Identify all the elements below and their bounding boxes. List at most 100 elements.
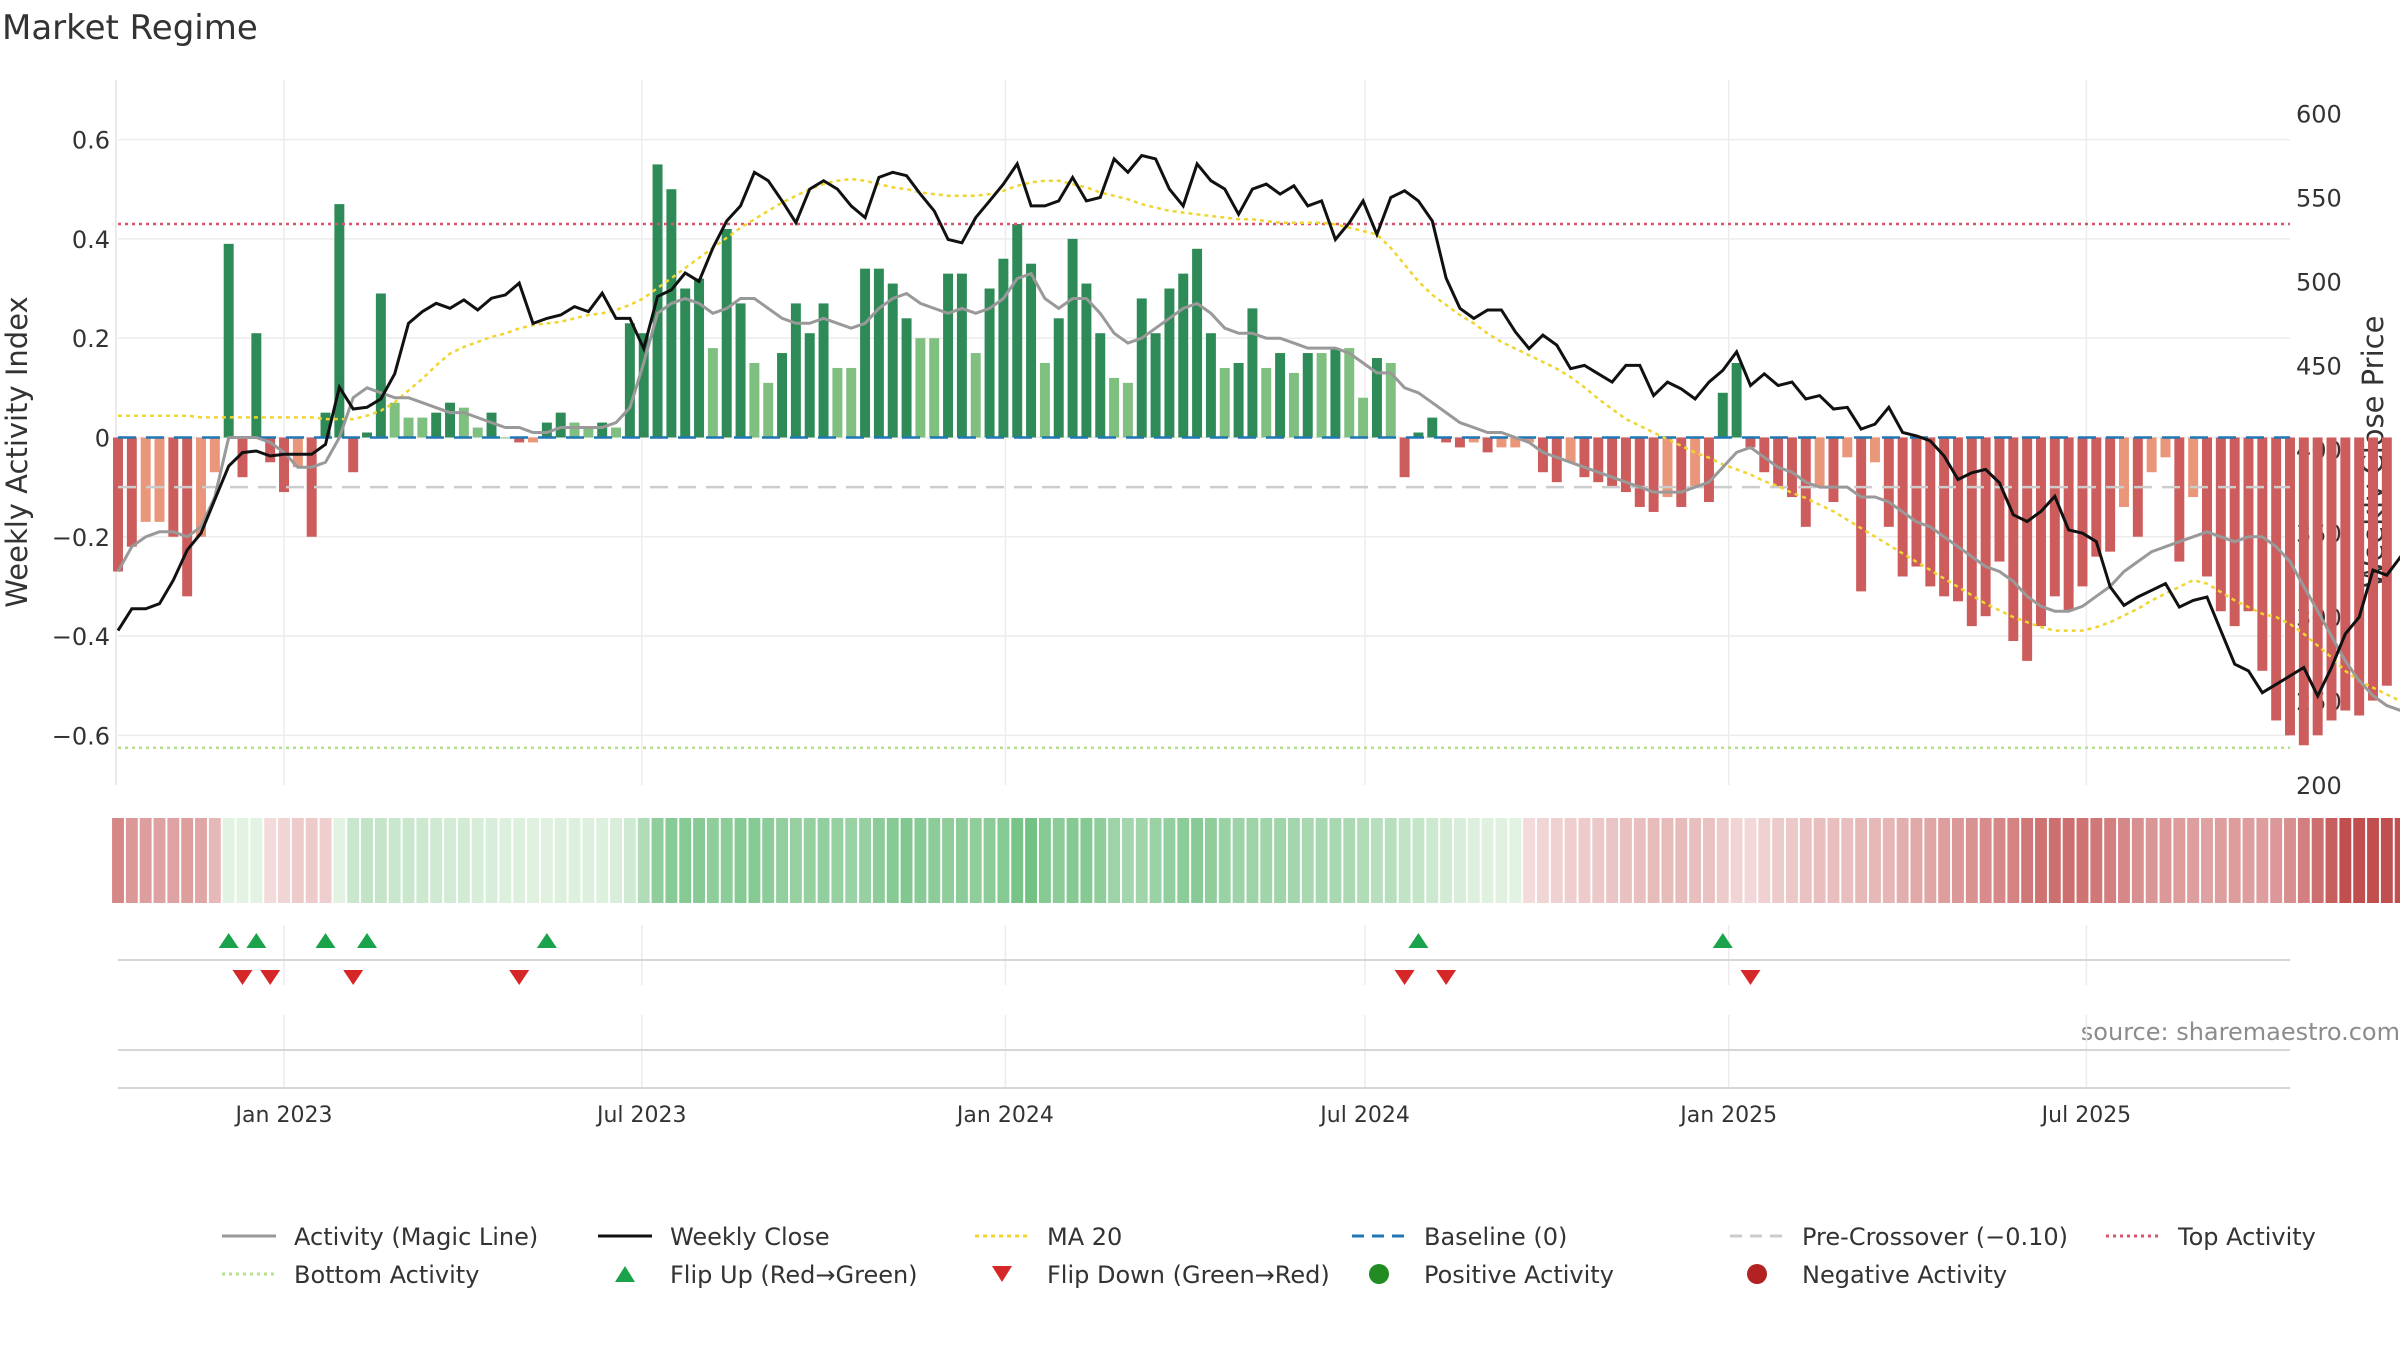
- activity-bar: [196, 437, 206, 537]
- activity-bar: [1939, 437, 1950, 597]
- activity-bar: [1925, 437, 1936, 587]
- left-tick-label: 0.6: [72, 127, 110, 155]
- regime-strip-cell: [1495, 818, 1508, 903]
- activity-bar: [2243, 437, 2254, 612]
- regime-strip-cell: [679, 818, 692, 903]
- activity-bar: [1454, 437, 1465, 448]
- regime-strip-cell: [2214, 818, 2227, 903]
- regime-strip-cell: [1620, 818, 1632, 903]
- activity-bar: [1468, 437, 1479, 443]
- regime-strip-cell: [1855, 818, 1868, 903]
- regime-strip-cell: [969, 818, 982, 903]
- activity-bar: [2049, 437, 2060, 597]
- activity-bar: [1413, 432, 1424, 438]
- activity-bar: [846, 367, 857, 438]
- regime-strip-cell: [1025, 818, 1038, 903]
- activity-bar: [1261, 367, 1272, 438]
- legend-label: Flip Down (Green→Red): [1047, 1261, 1330, 1289]
- activity-bar: [126, 437, 137, 547]
- regime-strip-cell: [886, 818, 899, 903]
- regime-strip-cell: [540, 818, 553, 903]
- regime-strip-cell: [789, 818, 802, 903]
- regime-strip-cell: [2242, 818, 2255, 903]
- activity-bar: [486, 412, 497, 438]
- regime-strip-cell: [942, 818, 955, 903]
- activity-bar: [777, 353, 788, 438]
- activity-bar: [1994, 437, 2005, 562]
- regime-strip-cell: [264, 818, 277, 903]
- activity-bar: [2119, 437, 2129, 507]
- regime-strip-cell: [2367, 818, 2379, 903]
- right-tick-label: 450: [2296, 352, 2342, 380]
- regime-strip-cell: [914, 818, 927, 903]
- legend-item: Top Activity: [2106, 1223, 2316, 1251]
- activity-bar: [1164, 288, 1175, 438]
- activity-bar: [2146, 437, 2157, 473]
- regime-strip-cell: [513, 818, 526, 903]
- legend-label: Flip Up (Red→Green): [670, 1261, 918, 1289]
- activity-bar: [2215, 437, 2226, 612]
- activity-bar: [873, 268, 884, 438]
- activity-bar: [237, 437, 248, 478]
- regime-strip-cell: [2325, 818, 2338, 903]
- activity-bar: [1039, 362, 1050, 438]
- regime-strip-cell: [2048, 818, 2061, 903]
- regime-strip-cell: [1758, 818, 1771, 903]
- regime-strip-cell: [2187, 818, 2200, 903]
- regime-strip-cell: [1412, 818, 1425, 903]
- x-tick-label: Jan 2023: [234, 1103, 333, 1128]
- regime-strip-cell: [1592, 818, 1605, 903]
- activity-bar: [2354, 437, 2365, 716]
- regime-strip-cell: [236, 818, 249, 903]
- activity-bar: [1759, 437, 1770, 473]
- legend-swatch-dot-icon: [1369, 1264, 1389, 1284]
- activity-bar: [1399, 437, 1410, 478]
- regime-strip-cell: [623, 818, 636, 903]
- regime-strip-cell: [527, 818, 539, 903]
- activity-bar: [2105, 437, 2116, 552]
- regime-strip-cell: [1177, 818, 1190, 903]
- regime-strip-cell: [1011, 818, 1024, 903]
- regime-strip-cell: [1135, 818, 1148, 903]
- regime-strip-cell: [2021, 818, 2034, 903]
- regime-strip-cell: [1038, 818, 1051, 903]
- regime-strip-cell: [1066, 818, 1079, 903]
- regime-strip-cell: [582, 818, 595, 903]
- activity-bar: [1095, 333, 1106, 438]
- regime-strip-cell: [1343, 818, 1356, 903]
- regime-strip-cell: [167, 818, 180, 903]
- activity-bar: [375, 293, 386, 438]
- flip-up-marker: [246, 933, 267, 948]
- activity-bar: [320, 412, 331, 438]
- legend-label: Pre-Crossover (−0.10): [1802, 1223, 2068, 1251]
- regime-strip-cell: [305, 818, 318, 903]
- activity-bar: [1717, 392, 1728, 438]
- legend-label: Negative Activity: [1802, 1261, 2007, 1289]
- activity-bar: [2188, 437, 2199, 498]
- x-tick-label: Jul 2025: [2040, 1103, 2132, 1128]
- activity-bar: [1219, 367, 1230, 438]
- activity-bar: [1828, 437, 1839, 503]
- activity-bar: [1524, 437, 1535, 443]
- activity-bar: [1842, 437, 1853, 458]
- activity-bar: [1593, 437, 1604, 483]
- activity-bar: [998, 258, 1009, 438]
- regime-strip-cell: [1052, 818, 1065, 903]
- activity-bar: [1980, 437, 1991, 617]
- regime-strip-cell: [388, 818, 401, 903]
- activity-bar: [624, 323, 635, 438]
- activity-bar: [1330, 348, 1341, 438]
- regime-strip-cell: [1716, 818, 1729, 903]
- activity-bar: [168, 437, 179, 537]
- regime-strip-cell: [762, 818, 775, 903]
- regime-strip-cell: [1661, 818, 1674, 903]
- regime-strip-cell: [1896, 818, 1909, 903]
- activity-bar: [707, 348, 718, 438]
- regime-strip-cell: [2062, 818, 2075, 903]
- activity-bar: [1275, 353, 1286, 438]
- activity-bar: [265, 437, 276, 463]
- activity-bar: [417, 417, 428, 438]
- legend-swatch-dot-icon: [1747, 1264, 1767, 1284]
- activity-bar: [2312, 437, 2323, 736]
- activity-bar: [1358, 397, 1369, 438]
